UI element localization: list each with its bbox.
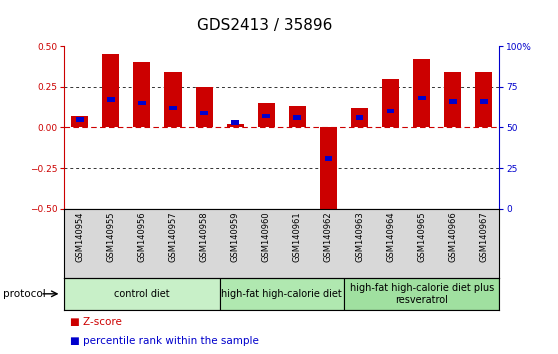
Bar [262, 114, 270, 118]
Text: GSM140959: GSM140959 [230, 212, 239, 262]
Bar [475, 72, 492, 127]
Bar [289, 106, 306, 127]
Bar [165, 72, 181, 127]
Text: protocol: protocol [3, 289, 46, 299]
Bar [138, 101, 146, 105]
Text: GSM140963: GSM140963 [355, 212, 364, 262]
Text: GSM140966: GSM140966 [448, 212, 457, 262]
Bar [325, 156, 332, 161]
Bar [382, 79, 399, 127]
Bar [133, 62, 151, 127]
Bar [351, 108, 368, 127]
Bar [413, 59, 430, 127]
Text: GSM140954: GSM140954 [75, 212, 84, 262]
Bar [64, 278, 220, 310]
Bar [76, 117, 84, 121]
Bar [71, 116, 88, 127]
Bar [169, 105, 177, 110]
Text: ■ Z-score: ■ Z-score [70, 317, 122, 327]
Text: GSM140957: GSM140957 [169, 212, 177, 262]
Bar [107, 97, 114, 102]
Bar [200, 110, 208, 115]
Bar [449, 99, 456, 104]
Bar [320, 127, 337, 212]
Text: control diet: control diet [114, 289, 170, 299]
Text: GSM140967: GSM140967 [479, 212, 488, 262]
Text: GSM140960: GSM140960 [262, 212, 271, 262]
Text: GSM140956: GSM140956 [137, 212, 146, 262]
Text: high-fat high-calorie diet plus
resveratrol: high-fat high-calorie diet plus resverat… [349, 283, 494, 305]
Bar [355, 115, 363, 120]
Text: ■ percentile rank within the sample: ■ percentile rank within the sample [70, 336, 258, 346]
Bar [418, 96, 426, 101]
Bar [195, 87, 213, 127]
Bar [387, 109, 395, 113]
Bar [220, 278, 344, 310]
Text: high-fat high-calorie diet: high-fat high-calorie diet [222, 289, 342, 299]
Text: GSM140962: GSM140962 [324, 212, 333, 262]
Bar [294, 115, 301, 120]
Text: GDS2413 / 35896: GDS2413 / 35896 [198, 18, 333, 33]
Text: GSM140964: GSM140964 [386, 212, 395, 262]
Bar [232, 120, 239, 125]
Text: GSM140958: GSM140958 [200, 212, 209, 262]
Text: GSM140961: GSM140961 [293, 212, 302, 262]
Bar [102, 54, 119, 127]
Bar [344, 278, 499, 310]
Bar [227, 124, 244, 127]
Bar [258, 103, 275, 127]
Bar [444, 72, 461, 127]
Text: GSM140955: GSM140955 [107, 212, 116, 262]
Bar [480, 99, 488, 104]
Text: GSM140965: GSM140965 [417, 212, 426, 262]
